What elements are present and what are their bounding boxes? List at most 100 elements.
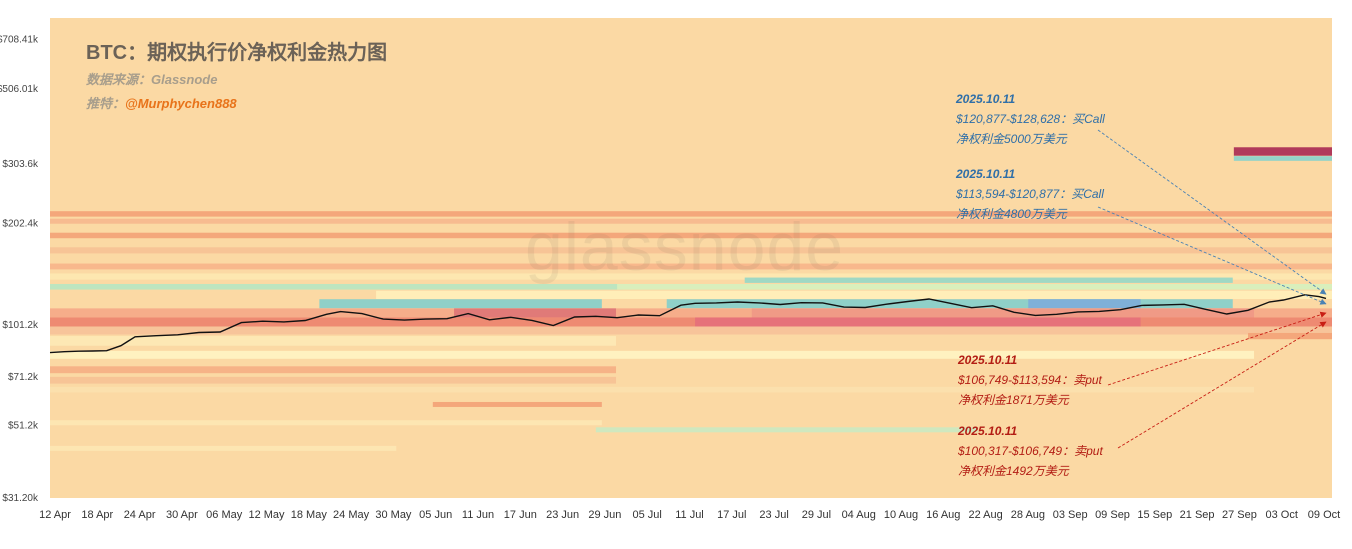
author-prefix: 推特： — [86, 96, 126, 111]
y-tick-label: $71.2k — [8, 372, 39, 383]
heatmap-cell — [50, 247, 1332, 254]
author-handle[interactable]: @Murphychen888 — [125, 96, 237, 111]
x-tick-label: 29 Jul — [802, 509, 831, 521]
btc-price-line — [49, 294, 1327, 354]
x-tick-label: 06 May — [206, 509, 243, 521]
x-tick-label: 27 Sep — [1222, 509, 1257, 521]
annotation-premium: 净权利金4800万美元 — [956, 207, 1067, 221]
annotation-premium: 净权利金1492万美元 — [958, 464, 1069, 478]
heatmap-cell — [1028, 299, 1141, 309]
x-tick-label: 04 Aug — [842, 509, 876, 521]
heatmap-cell — [50, 445, 397, 451]
annotation-range: $113,594-$120,877：买Call — [956, 187, 1104, 201]
x-tick-label: 24 Apr — [124, 509, 156, 521]
heatmap-cell — [50, 273, 1332, 280]
y-tick-label: $202.4k — [2, 218, 39, 229]
heatmap-cell — [695, 317, 1141, 327]
y-tick-label: $51.2k — [8, 420, 39, 431]
x-tick-label: 30 Apr — [166, 509, 198, 521]
heatmap-cell — [50, 263, 1332, 270]
annotation-range: $106,749-$113,594：卖put — [958, 373, 1102, 387]
heatmap-cell — [1233, 156, 1332, 161]
author-label: 推特：@Murphychen888 — [86, 93, 237, 112]
annotation-date: 2025.10.11 — [958, 424, 1018, 438]
heatmap-cell — [50, 420, 602, 426]
heatmap-cell — [50, 336, 617, 346]
annotation-arrows — [1097, 129, 1327, 449]
watermark-text: glassnode — [525, 209, 845, 285]
heatmap-cell — [50, 326, 1332, 335]
annotation-arrow — [1097, 129, 1327, 295]
annotation-date: 2025.10.11 — [956, 92, 1016, 106]
annotation-arrow — [1097, 206, 1327, 305]
heatmap-cell — [595, 427, 978, 433]
heatmap-cell — [50, 366, 617, 374]
x-tick-label: 05 Jul — [633, 509, 662, 521]
annotation-date: 2025.10.11 — [958, 353, 1018, 367]
x-tick-label: 10 Aug — [884, 509, 918, 521]
x-tick-label: 30 May — [375, 509, 412, 521]
annotation-call-2: 2025.10.11 $113,594-$120,877：买Call 净权利金4… — [956, 164, 1104, 224]
heatmap-cell — [50, 218, 1332, 224]
x-tick-label: 09 Sep — [1095, 509, 1130, 521]
annotation-premium: 净权利金5000万美元 — [956, 132, 1067, 146]
x-tick-label: 22 Aug — [968, 509, 1002, 521]
x-axis: 12 Apr 18 Apr 24 Apr 30 Apr 06 May 12 May 18 M… — [39, 509, 1340, 521]
y-tick-label: $101.2k — [2, 320, 39, 331]
x-tick-label: 12 May — [248, 509, 285, 521]
x-tick-label: 11 Jun — [462, 509, 494, 521]
annotation-premium: 净权利金1871万美元 — [958, 393, 1069, 407]
annotation-put-1: 2025.10.11 $106,749-$113,594：卖put 净权利金18… — [958, 350, 1102, 410]
heatmap-cell — [50, 317, 1332, 327]
heatmap-cell — [50, 350, 1255, 359]
chart-title: BTC：期权执行价净权利金热力图 — [86, 42, 388, 64]
heatmap-cell — [50, 211, 1332, 217]
y-tick-label: $303.6k — [2, 159, 39, 170]
x-tick-label: 12 Apr — [39, 509, 71, 521]
y-axis: $31.20k $51.2k $71.2k $101.2k $202.4k $303.6k… — [0, 34, 39, 504]
heatmap-cell — [751, 308, 1255, 318]
heatmap-bands — [50, 147, 1333, 451]
x-tick-label: 05 Jun — [419, 509, 452, 521]
annotation-range: $120,877-$128,628：买Call — [956, 112, 1105, 126]
x-tick-label: 21 Sep — [1180, 509, 1215, 521]
x-tick-label: 03 Sep — [1053, 509, 1088, 521]
x-tick-label: 23 Jul — [759, 509, 788, 521]
y-tick-label: $31.20k — [2, 493, 39, 504]
heatmap-cell — [454, 308, 617, 318]
x-tick-label: 11 Jul — [675, 509, 704, 521]
plot-background — [50, 18, 1332, 498]
annotation-arrow — [1117, 321, 1327, 449]
x-tick-label: 16 Aug — [926, 509, 960, 521]
heatmap-cell — [1233, 147, 1332, 156]
x-tick-label: 03 Oct — [1265, 509, 1297, 521]
heatmap-cell — [50, 386, 1255, 393]
x-tick-label: 18 May — [291, 509, 328, 521]
annotation-call-1: 2025.10.11 $120,877-$128,628：买Call 净权利金5… — [956, 89, 1105, 149]
x-tick-label: 15 Sep — [1137, 509, 1172, 521]
heatmap-cell — [50, 283, 624, 290]
annotation-range: $100,317-$106,749：卖put — [958, 444, 1103, 458]
heatmap-cell — [744, 277, 1233, 283]
x-tick-label: 28 Aug — [1011, 509, 1045, 521]
data-source-label: 数据来源：Glassnode — [86, 72, 218, 87]
x-tick-label: 09 Oct — [1308, 509, 1340, 521]
annotation-arrow — [1107, 311, 1327, 386]
x-tick-label: 17 Jun — [504, 509, 537, 521]
heatmap-cell — [617, 283, 1332, 290]
heatmap-cell — [432, 401, 602, 407]
y-tick-label: $506.01k — [0, 84, 39, 95]
x-tick-label: 23 Jun — [546, 509, 579, 521]
y-tick-label: $708.41k — [0, 34, 39, 45]
heatmap-cell — [376, 290, 1333, 299]
heatmap-cell — [50, 232, 1332, 239]
annotation-date: 2025.10.11 — [956, 167, 1016, 181]
heatmap-cell — [1248, 332, 1332, 340]
heatmap-cell — [50, 308, 1332, 318]
x-tick-label: 24 May — [333, 509, 370, 521]
heatmap-cell — [319, 299, 602, 309]
annotation-put-2: 2025.10.11 $100,317-$106,749：卖put 净权利金14… — [958, 421, 1103, 481]
x-tick-label: 29 Jun — [588, 509, 621, 521]
x-tick-label: 17 Jul — [717, 509, 746, 521]
